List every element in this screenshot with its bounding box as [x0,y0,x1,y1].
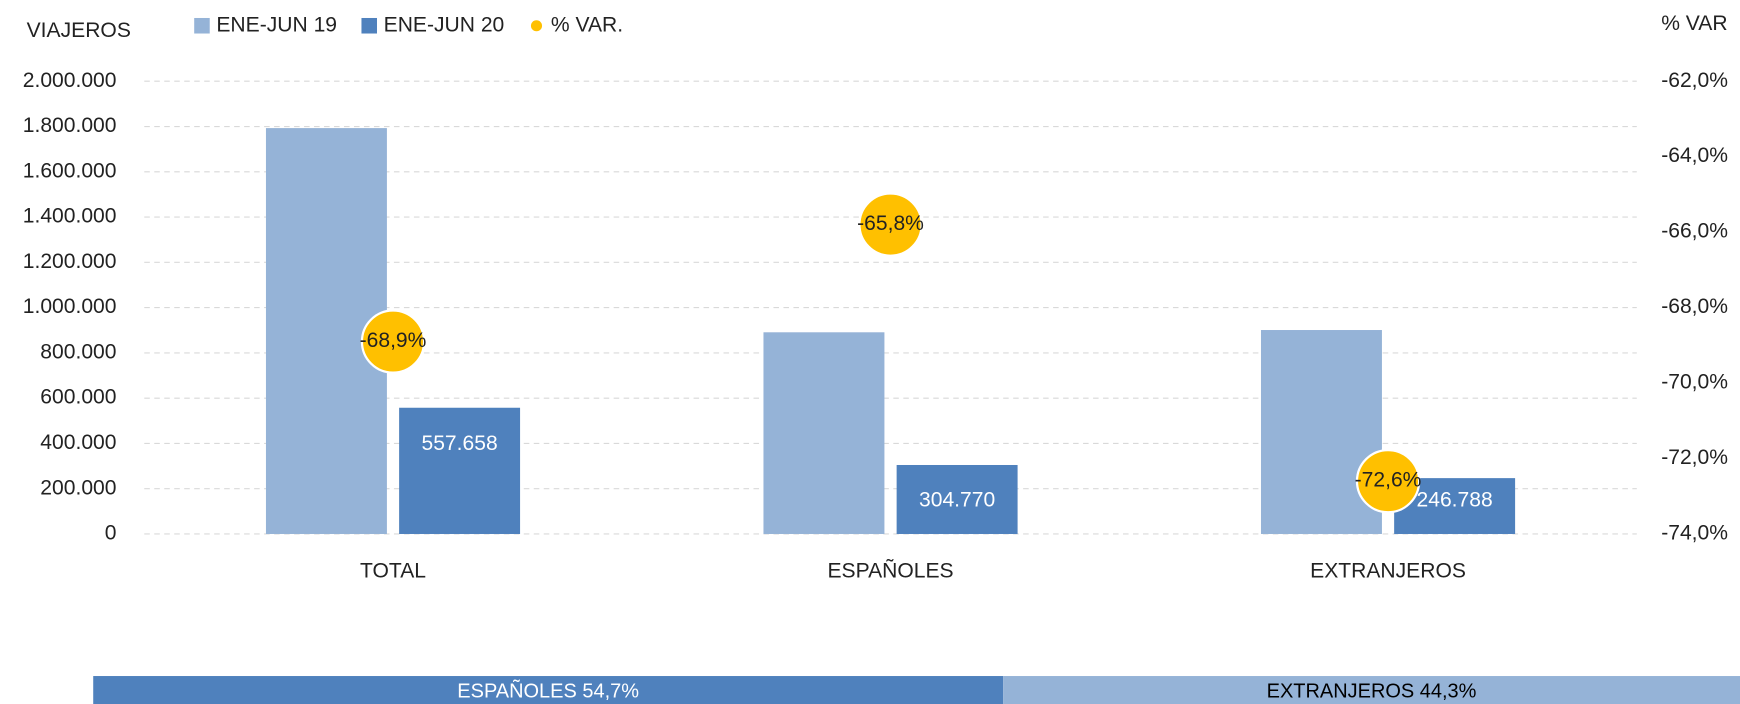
share-bar [93,676,1004,704]
y-tick-label: 400.000 [40,431,116,454]
y2-tick-label: -64,0% [1661,144,1728,167]
legend-label: ENE-JUN 20 [384,13,505,36]
data-label: 304.770 [919,488,995,511]
data-label: 557.658 [421,432,497,455]
y-tick-label: 0 [105,522,117,545]
y2-tick-label: -74,0% [1661,522,1728,545]
y-tick-label: 1.000.000 [23,295,117,318]
x-tick-label: TOTAL [360,559,426,582]
share-name: EXTRANJEROS [1267,681,1415,703]
y-tick-label: 1.200.000 [23,250,117,273]
share-bar [1003,676,1740,704]
marker [1355,448,1421,514]
y2-tick-label: -72,0% [1661,446,1728,469]
y-tick-label: 200.000 [40,476,116,499]
share-name: ESPAÑOLES [457,679,576,703]
bar [1260,330,1382,534]
bar [896,464,1018,534]
legend-label: ENE-JUN 19 [216,13,337,36]
share-value: 44,3% [1420,681,1477,703]
y2-tick-label: -70,0% [1661,371,1728,394]
share-value: 54,7% [582,681,639,703]
x-tick-label: EXTRANJEROS [1310,559,1466,582]
data-label: -72,6% [1355,469,1422,492]
bar [399,407,521,534]
y2-tick-label: -62,0% [1661,69,1728,92]
marker [360,309,426,374]
y-axis-title: VIAJEROS [27,19,131,42]
legend-marker [361,17,377,34]
legend-marker [530,20,543,32]
y2-tick-label: -66,0% [1661,220,1728,243]
y-tick-label: 1.400.000 [23,205,117,228]
y-tick-label: 1.800.000 [23,114,117,137]
marker [858,192,923,257]
y-tick-label: 2.000.000 [23,69,117,92]
share-label: ESPAÑOLES 54,7% [457,679,639,703]
data-label: -65,8% [857,212,924,235]
legend-label: % VAR. [551,13,623,36]
y-tick-label: 800.000 [40,340,116,363]
y2-tick-label: -68,0% [1661,295,1728,318]
y-tick-label: 600.000 [40,386,116,409]
legend-marker [194,17,210,34]
share-label: EXTRANJEROS 44,3% [1267,681,1477,703]
x-tick-label: ESPAÑOLES [827,558,953,582]
y-tick-label: 1.600.000 [23,159,117,182]
data-label: 246.788 [1417,488,1493,511]
data-label: -68,9% [360,329,427,352]
bar [763,332,885,534]
y2-axis-title: % VAR [1661,12,1727,35]
